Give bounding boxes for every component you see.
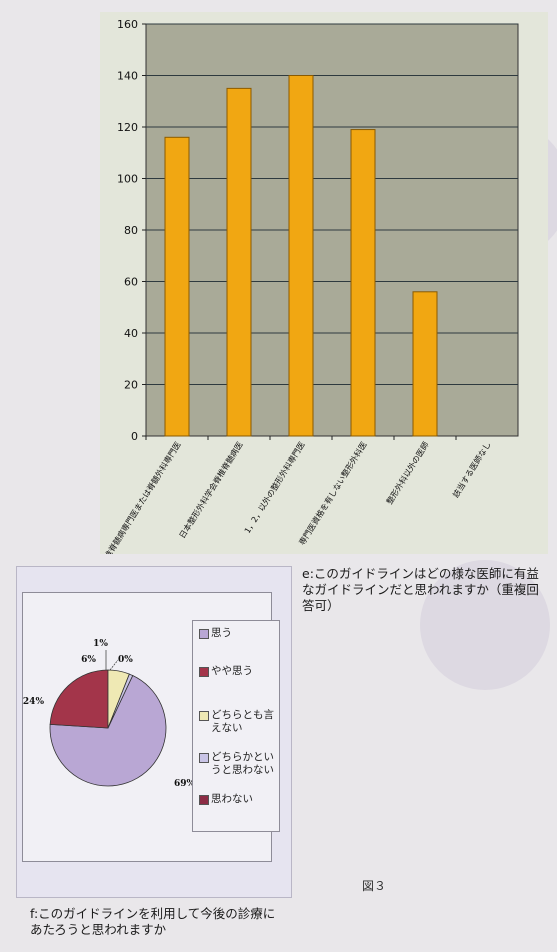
pie-value-label: 6%: [81, 655, 96, 665]
x-tick-label: 日本整形外科学会脊椎脊髄病医: [177, 440, 245, 540]
pie-slice: [49, 674, 167, 787]
pie-chart: 69% 24% 6% 1% 0%: [23, 639, 192, 789]
y-tick-label: 140: [117, 70, 138, 83]
bar-chart-panel: 0 20 40 60 80 100 120 140 160 脊椎脊髄病専門医または脊髄外科専門医日…: [100, 12, 548, 554]
y-tick-label: 80: [124, 224, 138, 237]
pie-value-label: 1%: [93, 639, 108, 649]
x-tick-label: 該当する医師なし: [450, 440, 492, 500]
legend-label: どちらとも言 えない: [211, 709, 274, 734]
pie-slice: [107, 673, 134, 729]
bar-chart: 0 20 40 60 80 100 120 140 160 脊椎脊髄病専門医または脊髄外科専門医日…: [100, 18, 519, 554]
x-tick-label: 脊椎脊髄病専門医または脊髄外科専門医: [100, 440, 183, 554]
legend-item: どちらとも言 えない: [199, 709, 279, 735]
x-tick-label: 整形外科以外の医師: [384, 440, 431, 506]
y-tick-label: 0: [131, 430, 138, 443]
legend-label: やや思う: [211, 665, 253, 677]
x-tick-label: 専門医資格を有しない整形外科医: [297, 440, 369, 547]
caption-e: e:このガイドラインはどの様な医師に有益なガイドラインだと思われますか（重複回答…: [302, 566, 539, 613]
caption-f: f:このガイドラインを利用して今後の診療にあたろうと思われますか: [30, 906, 276, 937]
pie-value-label: 24%: [23, 697, 45, 707]
legend-swatch: [199, 667, 209, 677]
legend-item: どちらかとい うと思わない: [199, 751, 279, 777]
legend-swatch: [199, 629, 209, 639]
x-tick-label: 1，2，以外の整形外科専門医: [242, 440, 307, 535]
y-tick-label: 100: [117, 173, 138, 186]
background-decoration: [420, 560, 550, 690]
y-tick-label: 160: [117, 18, 138, 31]
y-tick-label: 60: [124, 276, 138, 289]
y-tick-label: 120: [117, 121, 138, 134]
legend-label: 思わない: [211, 793, 253, 805]
legend-item: やや思う: [199, 665, 279, 678]
bar: [412, 291, 438, 437]
bar: [288, 75, 314, 437]
bar: [164, 136, 190, 437]
pie-value-label: 69%: [174, 779, 192, 789]
legend-label: 思う: [211, 627, 232, 639]
bar: [226, 87, 252, 437]
legend-swatch: [199, 711, 209, 721]
y-tick-label: 20: [124, 379, 138, 392]
pie-value-label: 0%: [118, 655, 133, 665]
bar: [350, 129, 376, 437]
figure-label: 図３: [362, 879, 387, 893]
legend-swatch: [199, 795, 209, 805]
legend-item: 思う: [199, 627, 279, 640]
pie-leader-line: [109, 659, 119, 671]
pie-legend: 思うやや思うどちらとも言 えない どちらかとい うと思わない思わない: [192, 620, 280, 832]
legend-label: どちらかとい うと思わない: [211, 751, 274, 776]
y-tick-label: 40: [124, 327, 138, 340]
legend-item: 思わない: [199, 793, 279, 806]
pie-slice: [49, 669, 109, 729]
legend-swatch: [199, 753, 209, 763]
